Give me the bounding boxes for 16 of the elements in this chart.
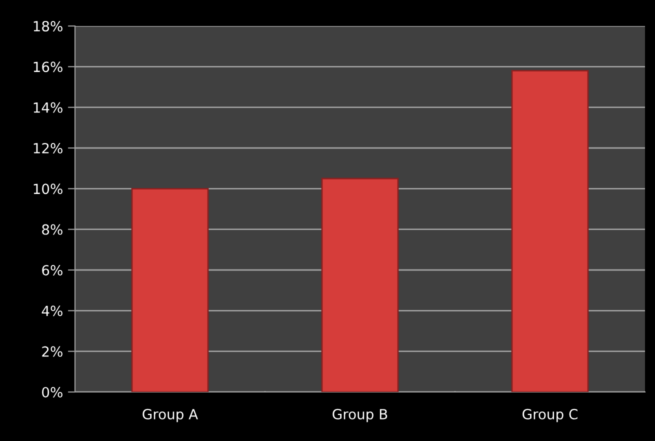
- bar: [131, 188, 209, 392]
- y-tick-label: 4%: [42, 306, 62, 316]
- y-tick-label: 18%: [34, 20, 62, 32]
- y-tick-label: 6%: [42, 264, 62, 276]
- y-tick-label: 2%: [42, 346, 62, 357]
- x-tick-label: Group B: [332, 408, 388, 422]
- bar: [321, 178, 399, 392]
- x-tick-label: Group A: [142, 408, 198, 422]
- bar: [511, 70, 589, 392]
- y-tick-label: 14%: [34, 102, 62, 113]
- y-tick-label: 10%: [34, 184, 62, 194]
- x-tick-label: Group C: [522, 408, 578, 422]
- y-tick-label: 0%: [42, 386, 62, 398]
- y-tick-label: 12%: [34, 142, 62, 154]
- y-tick-label: 8%: [42, 224, 62, 235]
- y-tick-label: 16%: [34, 62, 62, 72]
